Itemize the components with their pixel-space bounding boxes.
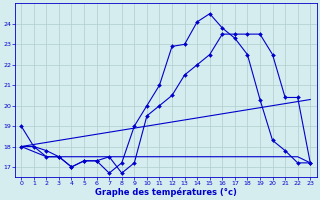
X-axis label: Graphe des températures (°c): Graphe des températures (°c) <box>95 187 237 197</box>
